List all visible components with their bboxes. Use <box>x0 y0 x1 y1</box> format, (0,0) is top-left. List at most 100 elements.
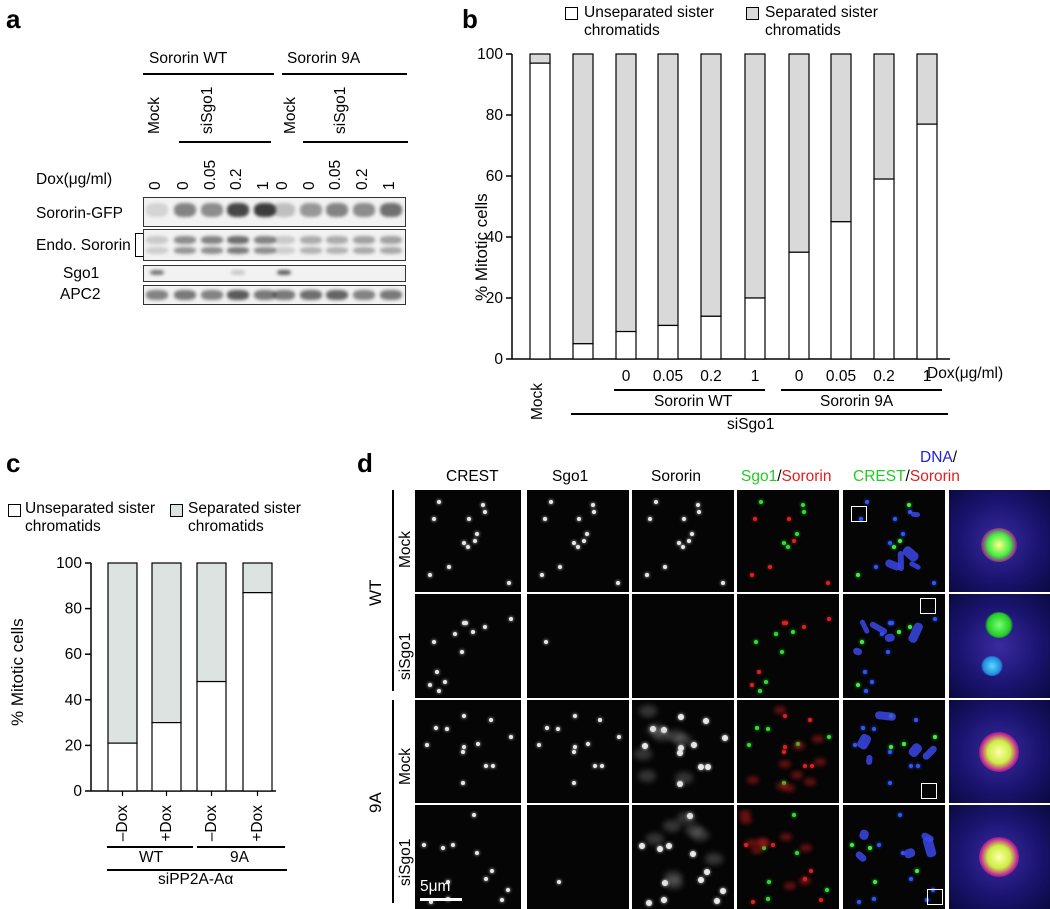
fluorescent-spot <box>421 843 426 848</box>
dox-label: Dox(μg/ml) <box>36 171 113 188</box>
scale-bar-label: 5μm <box>420 878 451 895</box>
fluorescent-spot <box>648 517 653 522</box>
blot-mark <box>146 247 168 254</box>
zoom-spot <box>985 612 1013 638</box>
fluorescent-spot <box>482 509 487 514</box>
bar-unseparated <box>107 742 138 792</box>
fluorescent-spot <box>933 617 938 622</box>
x-tick-label: 0.2 <box>873 368 895 385</box>
group-label-wt: Sororin WT <box>149 50 228 67</box>
fluorescent-spot <box>476 741 481 746</box>
fluorescent-spot <box>779 649 784 654</box>
fluorescent-spot <box>704 764 711 771</box>
blot-mark <box>174 236 196 244</box>
fluorescent-spot <box>853 742 858 747</box>
fluorescent-spot <box>792 538 797 543</box>
group-label-d-9a: 9A <box>366 792 385 813</box>
micrograph-sororin-row3 <box>632 700 734 803</box>
micrograph-sororin-row4 <box>632 805 734 909</box>
blot-mark <box>254 236 276 244</box>
fluorescent-spot <box>888 745 893 750</box>
fluorescent-spot <box>824 888 829 893</box>
blot-mark <box>326 247 348 254</box>
x-tick-label: +Dox <box>158 805 175 842</box>
fluorescent-spot <box>855 573 860 578</box>
blot-mark <box>201 236 223 244</box>
col-header-crest: CREST <box>446 468 499 485</box>
fluorescent-spot <box>874 564 879 569</box>
fluorescent-spot <box>791 813 796 818</box>
row-label-d-sisgo-wt: siSgo1 <box>397 632 414 680</box>
fluorescent-spot <box>506 888 511 893</box>
fluorescent-spot <box>543 639 548 644</box>
endo-bracket <box>135 233 143 257</box>
fluorescent-spot <box>676 780 683 787</box>
fluorescent-spot <box>753 517 758 522</box>
fluorescent-spot <box>786 516 791 521</box>
fluorescent-spot <box>877 843 882 848</box>
fluorescent-spot <box>756 669 761 674</box>
fluorescent-spot <box>747 742 752 747</box>
diffuse-signal <box>691 829 710 842</box>
fluorescent-spot <box>472 813 477 818</box>
fluorescent-spot <box>462 620 466 625</box>
diffuse-signal <box>747 776 760 785</box>
fluorescent-spot <box>915 764 920 769</box>
chromosome <box>885 633 896 643</box>
row-label-apc2: APC2 <box>60 286 101 303</box>
bar-unseparated <box>873 178 895 360</box>
fluorescent-spot <box>750 900 755 905</box>
blot-mark <box>227 290 249 300</box>
fluorescent-spot <box>437 500 442 505</box>
diffuse-signal <box>780 833 793 842</box>
fluorescent-spot <box>572 714 577 719</box>
zoom-region-box <box>927 889 943 905</box>
group-label-c-wt: WT <box>139 849 164 866</box>
fluorescent-spot <box>576 545 581 550</box>
bar-unseparated <box>657 324 679 360</box>
micrograph-merge-sgo1-sororin-row3 <box>737 700 839 803</box>
x-tick-label: –Dox <box>114 805 131 841</box>
bar-separated <box>107 562 138 744</box>
fluorescent-spot <box>508 734 513 739</box>
diffuse-signal <box>675 772 694 785</box>
diffuse-signal <box>800 843 813 852</box>
fluorescent-spot <box>450 843 455 848</box>
blot-mark <box>201 203 223 217</box>
fluorescent-spot <box>466 516 471 521</box>
blot-mark <box>353 290 375 300</box>
y-tick-label: 40 <box>486 229 504 246</box>
blot-mark <box>326 290 348 300</box>
diffuse-signal <box>755 838 768 847</box>
fluorescent-spot <box>872 727 877 732</box>
diffuse-signal <box>783 784 796 793</box>
blot-mark <box>380 247 402 254</box>
fluorescent-spot <box>860 725 865 730</box>
fluorescent-spot <box>644 573 649 578</box>
fluorescent-spot <box>507 581 512 586</box>
x-tick-label: 0 <box>795 368 804 385</box>
fluorescent-spot <box>802 625 807 630</box>
fluorescent-spot <box>571 750 576 755</box>
fluorescent-spot <box>615 581 620 586</box>
blot-mark <box>174 247 196 254</box>
blot-mark <box>174 203 196 217</box>
legend-swatch-unsep <box>565 7 578 20</box>
micrograph-zoom-row3 <box>949 700 1050 803</box>
y-tick-label: 0 <box>73 783 82 800</box>
fluorescent-spot <box>766 727 771 732</box>
fluorescent-spot <box>537 742 542 747</box>
diffuse-signal <box>750 846 763 855</box>
group-bar-d-9a <box>392 700 394 903</box>
chromosome <box>901 544 921 564</box>
chromosome <box>903 847 917 860</box>
blot-mark <box>201 247 223 254</box>
fluorescent-spot <box>909 877 914 882</box>
y-tick-label: 80 <box>486 107 504 124</box>
fluorescent-spot <box>809 764 814 769</box>
y-tick-label: 0 <box>494 351 503 368</box>
micrograph-merge-sgo1-sororin-row4 <box>737 805 839 909</box>
diffuse-signal <box>803 777 816 786</box>
x-tick-label: 0 <box>622 368 631 385</box>
sisgo-line-9a <box>303 141 408 143</box>
